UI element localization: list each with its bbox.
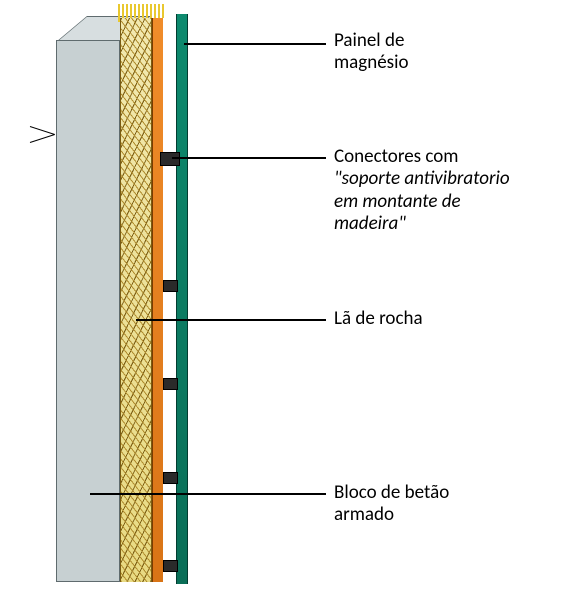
label-text: Conectores com: [334, 145, 458, 168]
label-text: Lã de rocha: [334, 307, 423, 330]
label-connector: Conectores com "soporte antivibratorio e…: [334, 146, 510, 236]
label-text: magnésio: [334, 51, 408, 74]
gap-layer: [163, 18, 175, 582]
label-text: "soporte antivibratorio: [334, 167, 510, 190]
label-text: armado: [334, 503, 394, 526]
concrete-leader-triangle: [30, 126, 56, 142]
connector-bracket: [163, 560, 178, 572]
connector-bracket: [163, 280, 178, 292]
label-text: em montante de: [334, 190, 461, 213]
label-mg-panel: Painel de magnésio: [334, 30, 408, 75]
label-concrete: Bloco de betão armado: [334, 482, 449, 527]
label-rockwool: Lã de rocha: [334, 308, 423, 330]
magnesium-panel-layer: [176, 14, 188, 584]
diagram-canvas: Painel de magnésio Conectores com "sopor…: [0, 0, 584, 614]
connector-bracket: [160, 152, 180, 166]
connector-bracket: [163, 378, 178, 390]
rockwool-layer: [120, 18, 152, 582]
label-text: Painel de: [334, 29, 404, 52]
label-text: madeira": [334, 212, 406, 235]
concrete-block-layer: [56, 40, 120, 582]
label-text: Bloco de betão: [334, 481, 449, 504]
connector-bracket: [163, 472, 178, 484]
